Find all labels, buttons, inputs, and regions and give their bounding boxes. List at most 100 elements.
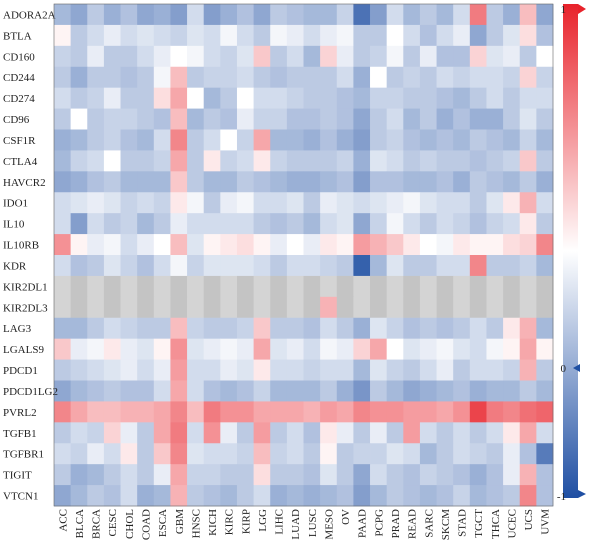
- heatmap-cell: [503, 485, 521, 507]
- heatmap-cell: [353, 485, 371, 507]
- heatmap-cell: [436, 192, 454, 214]
- heatmap-cell: [103, 338, 121, 360]
- heatmap-cell: [220, 150, 238, 172]
- heatmap-cell: [170, 192, 188, 214]
- heatmap-cell: [469, 317, 487, 340]
- heatmap-cell: [54, 45, 72, 68]
- heatmap-cell: [370, 338, 388, 360]
- heatmap-cell: [270, 296, 288, 319]
- heatmap-cell: [270, 422, 288, 444]
- heatmap-cell: [519, 129, 537, 151]
- heatmap-cell: [286, 87, 304, 109]
- heatmap-cell: [353, 108, 371, 130]
- column-label: KIRP: [240, 509, 252, 534]
- heatmap-cell: [253, 87, 271, 109]
- heatmap-cell: [270, 45, 288, 68]
- heatmap-cell: [370, 296, 388, 319]
- heatmap-cell: [453, 108, 471, 130]
- heatmap-cell: [103, 213, 121, 235]
- heatmap-cell: [519, 45, 537, 68]
- row-label: HAVCR2: [3, 177, 46, 189]
- heatmap-cell: [87, 255, 105, 277]
- heatmap-cell: [137, 464, 155, 486]
- heatmap-cell: [170, 87, 188, 109]
- heatmap-cell: [153, 150, 171, 172]
- heatmap-cell: [453, 4, 471, 26]
- heatmap-cell: [120, 192, 138, 214]
- heatmap-cell: [370, 380, 388, 402]
- heatmap-cell: [436, 45, 454, 68]
- column-label: OV: [340, 509, 352, 525]
- heatmap-cell: [87, 359, 105, 381]
- heatmap-cell: [137, 150, 155, 172]
- heatmap-cell: [436, 317, 454, 340]
- heatmap-cell: [103, 275, 121, 298]
- heatmap-cell: [419, 359, 437, 381]
- colorbar-mid-label: 0: [561, 363, 567, 375]
- heatmap-cell: [320, 255, 338, 277]
- heatmap-cell: [469, 66, 487, 89]
- heatmap-cell: [519, 338, 537, 360]
- heatmap-cell: [87, 443, 105, 465]
- heatmap-cell: [303, 401, 321, 423]
- heatmap-cell: [54, 66, 72, 89]
- heatmap-cell: [137, 275, 155, 298]
- heatmap-cell: [336, 255, 354, 277]
- heatmap-cell: [436, 380, 454, 402]
- heatmap-cell: [486, 359, 504, 381]
- heatmap-cell: [386, 234, 404, 256]
- heatmap-cell: [137, 171, 155, 193]
- heatmap-cell: [386, 108, 404, 130]
- heatmap-cell: [469, 401, 487, 423]
- heatmap-cell: [120, 422, 138, 444]
- heatmap-cell: [286, 45, 304, 68]
- heatmap-cell: [453, 24, 471, 47]
- heatmap-cell: [153, 338, 171, 360]
- heatmap-cell: [286, 359, 304, 381]
- heatmap-cell: [203, 66, 221, 89]
- heatmap-cell: [103, 66, 121, 89]
- heatmap-cell: [120, 359, 138, 381]
- column-label: MESO: [323, 509, 335, 540]
- heatmap-cell: [303, 192, 321, 214]
- heatmap-cell: [87, 192, 105, 214]
- heatmap-cell: [54, 338, 72, 360]
- column-label: CHOL: [124, 509, 136, 539]
- heatmap-cell: [153, 255, 171, 277]
- heatmap-cell: [170, 296, 188, 319]
- heatmap-cell: [220, 296, 238, 319]
- heatmap-cell: [469, 24, 487, 47]
- heatmap-cell: [54, 485, 72, 507]
- heatmap-cell: [370, 234, 388, 256]
- heatmap-cells: [54, 4, 554, 507]
- heatmap-cell: [286, 464, 304, 486]
- heatmap-cell: [54, 275, 72, 298]
- heatmap-cell: [503, 129, 521, 151]
- heatmap-cell: [486, 171, 504, 193]
- heatmap-cell: [103, 45, 121, 68]
- heatmap-cell: [253, 401, 271, 423]
- heatmap-cell: [120, 464, 138, 486]
- heatmap-cell: [137, 234, 155, 256]
- heatmap-cell: [87, 150, 105, 172]
- heatmap-cell: [187, 66, 205, 89]
- heatmap-cell: [137, 192, 155, 214]
- column-label: BRCA: [91, 509, 103, 539]
- heatmap-cell: [486, 275, 504, 298]
- heatmap-cell: [436, 87, 454, 109]
- heatmap-cell: [353, 401, 371, 423]
- heatmap-cell: [103, 296, 121, 319]
- heatmap-cell: [503, 275, 521, 298]
- heatmap-cell: [153, 443, 171, 465]
- heatmap-cell: [103, 443, 121, 465]
- heatmap-cell: [436, 213, 454, 235]
- row-label: TGFBR1: [3, 449, 44, 461]
- heatmap-cell: [270, 255, 288, 277]
- heatmap-cell: [236, 129, 254, 151]
- heatmap-cell: [336, 108, 354, 130]
- heatmap-cell: [486, 296, 504, 319]
- heatmap-cell: [353, 443, 371, 465]
- heatmap-cell: [220, 192, 238, 214]
- heatmap-cell: [220, 338, 238, 360]
- heatmap-cell: [386, 380, 404, 402]
